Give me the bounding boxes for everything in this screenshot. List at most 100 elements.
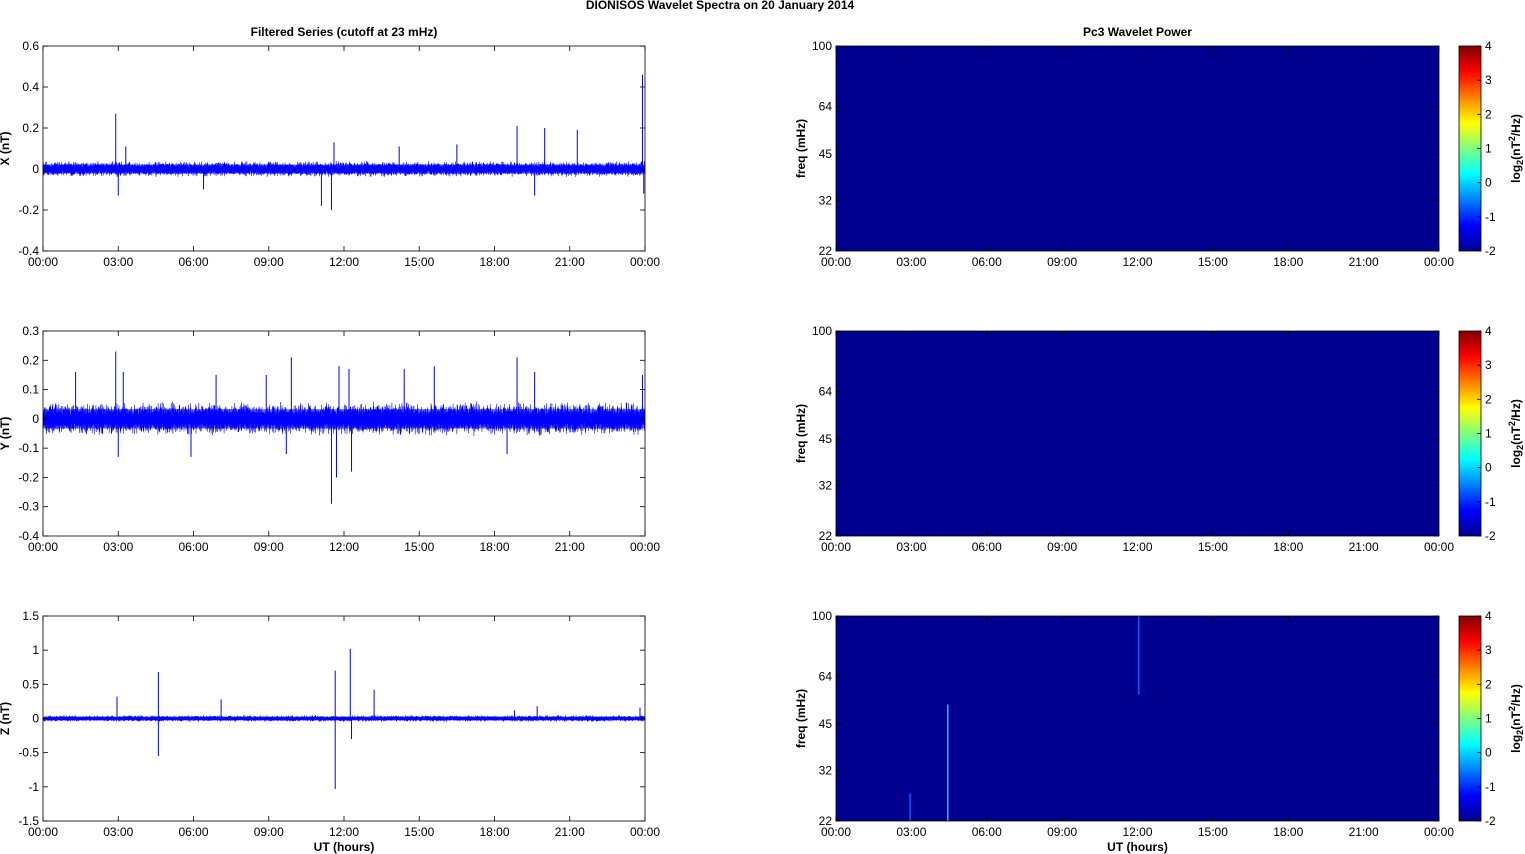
x-tick-label: 09:00 (1047, 825, 1077, 839)
y-tick-label: 32 (819, 763, 833, 777)
figure-title: DIONISOS Wavelet Spectra on 20 January 2… (586, 0, 855, 12)
colorbar-tick-label: 0 (1485, 746, 1492, 760)
x-tick-label: 21:00 (555, 255, 585, 269)
y-tick-label: -0.5 (18, 746, 39, 760)
colorbar-tick-label: 1 (1485, 427, 1492, 441)
x-tick-label: 03:00 (896, 540, 926, 554)
y-tick-label: 22 (819, 244, 833, 258)
y-axis-label: freq (mHz) (794, 119, 808, 178)
x-tick-label: 12:00 (1122, 255, 1152, 269)
y-axis-label: freq (mHz) (794, 404, 808, 463)
x-tick-label: 00:00 (821, 255, 851, 269)
y-axis-label: freq (mHz) (794, 689, 808, 748)
y-tick-label: -0.2 (18, 470, 39, 484)
colorbar-tick-label: 3 (1485, 73, 1492, 87)
colorbar-tick-label: -2 (1485, 529, 1496, 543)
x-tick-label: 00:00 (1424, 825, 1454, 839)
x-tick-label: 00:00 (28, 255, 58, 269)
x-tick-label: 12:00 (329, 540, 359, 554)
colorbar-label-part: /Hz) (1509, 114, 1523, 136)
x-tick-label: 18:00 (479, 255, 509, 269)
x-tick-label: 03:00 (103, 825, 133, 839)
y-tick-label: -0.3 (18, 500, 39, 514)
x-tick-label: 15:00 (404, 540, 434, 554)
x-tick-label: 00:00 (821, 825, 851, 839)
x-tick-label: 18:00 (479, 540, 509, 554)
colorbar-tick-label: 4 (1485, 609, 1492, 623)
x-tick-label: 06:00 (972, 255, 1002, 269)
x-tick-label: 09:00 (254, 540, 284, 554)
colorbar-label-part: (nT (1509, 141, 1523, 160)
x-tick-label: 12:00 (329, 825, 359, 839)
colorbar-tick-label: -1 (1485, 780, 1496, 794)
panel-6: 00:00 03:00 06:00 09:00 12:00 15:00 18:00 21:00… (794, 609, 1525, 854)
panel-4: 00:00 03:00 06:00 09:00 12:00 15:00 18:00 21:00… (794, 25, 1525, 269)
colorbar-tick-label: 3 (1485, 358, 1492, 372)
y-tick-label: -0.4 (18, 244, 39, 258)
y-tick-label: 32 (819, 478, 833, 492)
y-tick-label: 0 (32, 412, 39, 426)
colorbar-tick-label: 4 (1485, 324, 1492, 338)
x-tick-label: 00:00 (28, 825, 58, 839)
x-tick-label: 00:00 (1424, 255, 1454, 269)
x-axis-label: UT (hours) (314, 840, 375, 854)
x-tick-label: 21:00 (1349, 255, 1379, 269)
colorbar-tick-label: 4 (1485, 39, 1492, 53)
colorbar-tick-label: 0 (1485, 461, 1492, 475)
y-tick-label: 100 (812, 609, 832, 623)
spectrogram-background (836, 331, 1439, 536)
x-tick-label: 06:00 (972, 825, 1002, 839)
y-tick-label: -1 (28, 780, 39, 794)
colorbar-label-part: /Hz) (1509, 399, 1523, 421)
x-tick-label: 15:00 (404, 825, 434, 839)
series-core (43, 409, 645, 429)
y-tick-label: 100 (812, 39, 832, 53)
x-tick-label: 09:00 (1047, 540, 1077, 554)
y-tick-label: 45 (819, 432, 833, 446)
x-tick-label: 12:00 (1122, 825, 1152, 839)
panels: 00:00 03:00 06:00 09:00 12:00 15:00 18:00 21:00… (0, 25, 1525, 854)
x-tick-label: 15:00 (404, 255, 434, 269)
colorbar-tick-label: 2 (1485, 392, 1492, 406)
x-tick-label: 03:00 (896, 825, 926, 839)
x-tick-label: 00:00 (28, 540, 58, 554)
colorbar-tick-label: 2 (1485, 677, 1492, 691)
x-tick-label: 15:00 (1198, 825, 1228, 839)
y-axis-label: Z (nT) (0, 702, 12, 735)
colorbar-label-part: 2 (1515, 160, 1525, 165)
colorbar-tick-label: 1 (1485, 712, 1492, 726)
series-core (43, 716, 645, 721)
panel-title: Pc3 Wavelet Power (1083, 25, 1192, 39)
colorbar-tick-label: -1 (1485, 495, 1496, 509)
x-tick-label: 12:00 (329, 255, 359, 269)
x-tick-label: 06:00 (178, 255, 208, 269)
y-tick-label: 45 (819, 147, 833, 161)
colorbar-label-part: 2 (1515, 445, 1525, 450)
x-tick-label: 15:00 (1198, 540, 1228, 554)
panel-3: 00:00 03:00 06:00 09:00 12:00 15:00 18:00 21:00… (0, 609, 660, 854)
panel-5: 00:00 03:00 06:00 09:00 12:00 15:00 18:00 21:00… (794, 324, 1525, 554)
y-tick-label: 0.3 (22, 324, 39, 338)
colorbar-label-part: log (1509, 165, 1523, 183)
x-tick-label: 09:00 (254, 825, 284, 839)
y-tick-label: 64 (819, 99, 833, 113)
y-tick-label: 0 (32, 712, 39, 726)
y-axis-label: X (nT) (0, 132, 12, 166)
x-tick-label: 15:00 (1198, 255, 1228, 269)
x-tick-label: 12:00 (1122, 540, 1152, 554)
colorbar-tick-label: 2 (1485, 107, 1492, 121)
colorbar-label-part: 2 (1507, 421, 1517, 426)
y-tick-label: 45 (819, 717, 833, 731)
axes-frame (42, 330, 646, 537)
x-tick-label: 03:00 (103, 255, 133, 269)
y-tick-label: 0.4 (22, 80, 39, 94)
x-tick-label: 09:00 (1047, 255, 1077, 269)
colorbar-label-part: /Hz) (1509, 684, 1523, 706)
x-tick-label: 21:00 (555, 540, 585, 554)
y-tick-label: -0.4 (18, 529, 39, 543)
colorbar-label: log2(nT2/Hz) (1507, 399, 1525, 468)
colorbar-tick-label: 3 (1485, 643, 1492, 657)
x-tick-label: 18:00 (1273, 825, 1303, 839)
colorbar-tick-label: 0 (1485, 176, 1492, 190)
